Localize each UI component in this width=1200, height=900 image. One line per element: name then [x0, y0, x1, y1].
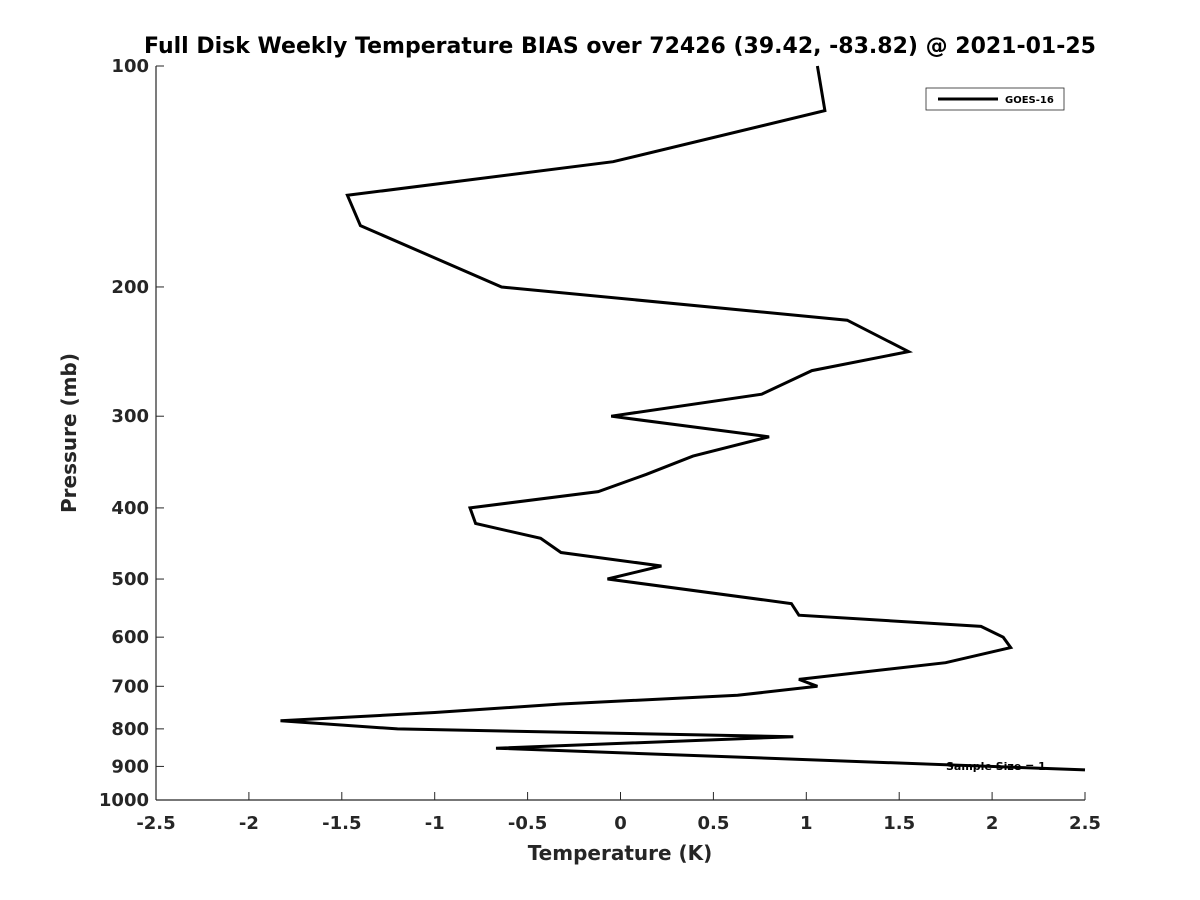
- plot-area: [156, 66, 1085, 800]
- x-tick-label: -2.5: [136, 813, 175, 834]
- x-tick-label: -0.5: [508, 813, 547, 834]
- x-tick-label: 0.5: [697, 813, 729, 834]
- sample-size-annotation: Sample Size = 1: [946, 760, 1046, 773]
- x-axis-label: Temperature (K): [528, 841, 713, 865]
- x-tick-label: 1: [800, 813, 813, 834]
- x-tick-label: 0: [614, 813, 627, 834]
- y-tick-label: 700: [111, 676, 149, 697]
- x-tick-label: -1.5: [322, 813, 361, 834]
- y-tick-label: 500: [111, 569, 149, 590]
- x-ticks: -2.5 -2 -1.5 -1 -0.5 0 0.5 1 1.5 2 2.5: [136, 792, 1101, 834]
- x-tick-label: 2: [986, 813, 999, 834]
- y-tick-label: 600: [111, 627, 149, 648]
- y-axis-label: Pressure (mb): [57, 353, 81, 513]
- series-layer: [280, 65, 1086, 772]
- x-tick-label: -1: [425, 813, 445, 834]
- y-tick-label: 300: [111, 406, 149, 427]
- y-tick-label: 1000: [99, 790, 149, 811]
- x-tick-label: 2.5: [1069, 813, 1101, 834]
- y-tick-label: 100: [111, 56, 149, 77]
- y-tick-label: 400: [111, 498, 149, 519]
- y-ticks: 100 200 300 400 500 600 700 800 900 1000: [99, 56, 164, 811]
- legend-label-goes-16: GOES-16: [1005, 95, 1054, 106]
- y-tick-label: 900: [111, 756, 149, 777]
- legend: GOES-16: [925, 87, 1065, 111]
- chart-title: Full Disk Weekly Temperature BIAS over 7…: [144, 34, 1096, 59]
- x-tick-label: -2: [239, 813, 259, 834]
- y-tick-label: 800: [111, 719, 149, 740]
- x-tick-label: 1.5: [883, 813, 915, 834]
- y-tick-label: 200: [111, 277, 149, 298]
- series-line-goes-16: [280, 65, 1086, 772]
